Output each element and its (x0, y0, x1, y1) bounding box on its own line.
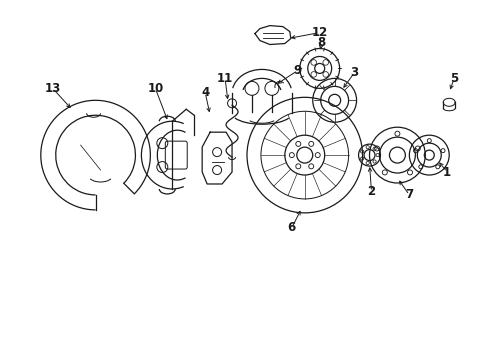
Text: 9: 9 (294, 64, 302, 77)
Text: 5: 5 (450, 72, 458, 85)
Text: 12: 12 (312, 26, 328, 39)
Text: 3: 3 (350, 66, 359, 79)
Text: 13: 13 (45, 82, 61, 95)
Text: 11: 11 (217, 72, 233, 85)
Text: 1: 1 (443, 166, 451, 179)
Text: 8: 8 (318, 36, 326, 49)
Text: 6: 6 (288, 221, 296, 234)
Text: 7: 7 (405, 188, 414, 202)
Text: 4: 4 (201, 86, 209, 99)
Text: 2: 2 (368, 185, 375, 198)
Polygon shape (202, 132, 232, 184)
Text: 10: 10 (147, 82, 164, 95)
Polygon shape (255, 26, 291, 45)
